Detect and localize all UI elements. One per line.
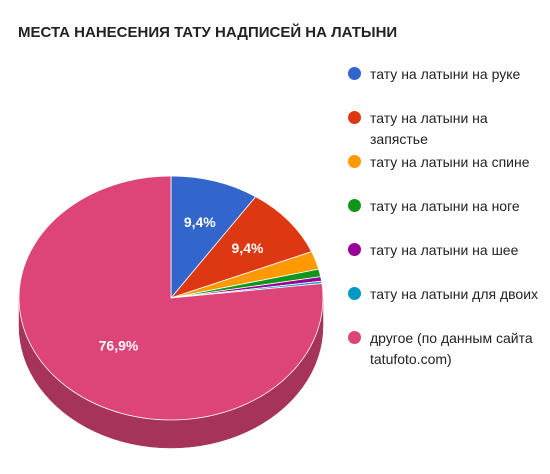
legend-marker-icon [348, 199, 361, 212]
legend-marker-icon [348, 67, 361, 80]
legend-item-7[interactable]: другое (по данным сайта tatufoto.com) [348, 328, 543, 372]
legend-item-5[interactable]: тату на латыни на шее [348, 240, 543, 284]
legend: тату на латыни на руке тату на латыни на … [348, 64, 543, 372]
pie-slice-label-2: 9,4% [232, 240, 264, 256]
pie-slice-7[interactable] [18, 175, 324, 421]
pie-data-labels: 9,4% 9,4% 76,9% [99, 214, 264, 353]
pie-slices [18, 175, 324, 421]
legend-label: тату на латыни на запястье [370, 110, 488, 147]
legend-item-4[interactable]: тату на латыни на ноге [348, 196, 543, 240]
legend-marker-icon [348, 331, 361, 344]
pie-slice-1[interactable] [170, 175, 257, 300]
legend-marker-icon [348, 243, 361, 256]
legend-marker-icon [348, 155, 361, 168]
legend-item-6[interactable]: тату на латыни для двоих [348, 284, 543, 328]
legend-item-2[interactable]: тату на латыни на запястье [348, 108, 543, 152]
legend-label: другое (по данным сайта tatufoto.com) [370, 330, 533, 367]
legend-label: тату на латыни на спине [370, 154, 530, 170]
legend-marker-icon [348, 111, 361, 124]
legend-item-3[interactable]: тату на латыни на спине [348, 152, 543, 196]
legend-marker-icon [348, 287, 361, 300]
legend-label: тату на латыни для двоих [370, 286, 539, 302]
pie-slice-2[interactable] [169, 196, 313, 299]
legend-label: тату на латыни на ноге [370, 198, 520, 214]
legend-label: тату на латыни на шее [370, 242, 519, 258]
pie-slice-label-7: 76,9% [99, 338, 139, 354]
legend-label: тату на латыни на руке [370, 66, 521, 82]
legend-item-1[interactable]: тату на латыни на руке [348, 64, 543, 108]
chart-title: МЕСТА НАНЕСЕНИЯ ТАТУ НАДПИСЕЙ НА ЛАТЫНИ [18, 24, 398, 41]
pie-slice-label-1: 9,4% [184, 214, 216, 230]
